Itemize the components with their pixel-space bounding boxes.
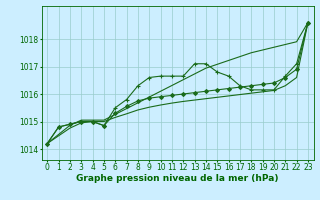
X-axis label: Graphe pression niveau de la mer (hPa): Graphe pression niveau de la mer (hPa) xyxy=(76,174,279,183)
